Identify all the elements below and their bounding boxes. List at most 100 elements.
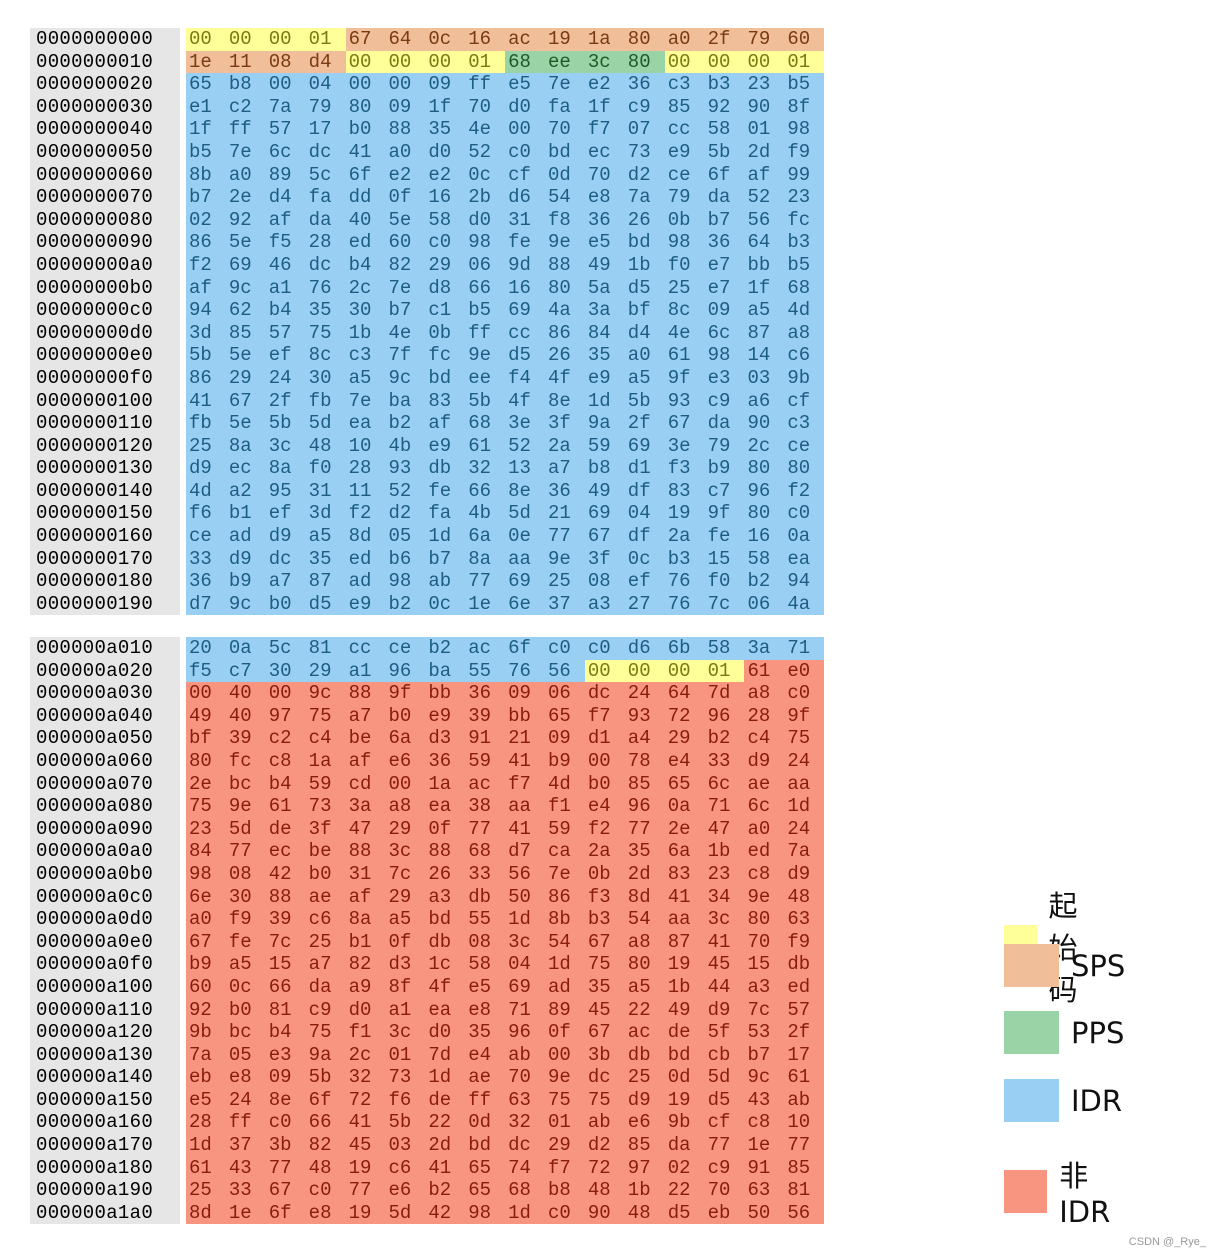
hex-byte-nidr: b4 <box>265 1021 306 1044</box>
hex-byte-nidr: 00 <box>545 1043 585 1067</box>
hex-byte-idr: a1 <box>265 276 306 300</box>
hex-byte-idr: 35 <box>584 344 625 367</box>
hex-byte-idr: 76 <box>505 659 546 683</box>
hex-byte-idr: fe <box>704 525 745 548</box>
hex-byte-idr: f2 <box>345 502 386 526</box>
hex-byte-sps: 16 <box>465 28 506 51</box>
hex-byte-idr: 80 <box>545 276 585 300</box>
hex-row: f2 69 46 dc b4 82 29 06 9d 88 49 1b f0 e7 bb b5 <box>186 253 825 277</box>
hex-byte-idr: d5 <box>505 344 546 367</box>
hex-byte-nidr: 80 <box>624 953 665 976</box>
row-offset: 000000a170 <box>36 1134 154 1157</box>
row-offset: 00000000d0 <box>36 321 154 344</box>
hex-byte-start: 00 <box>664 659 705 683</box>
row-offset: 000000a0d0 <box>36 908 154 931</box>
hex-byte-nidr: af <box>345 749 386 773</box>
hex-byte-nidr: c0 <box>784 682 825 705</box>
row-offset: 00000000c0 <box>36 299 154 322</box>
hex-byte-idr: 5b <box>704 140 745 164</box>
hex-byte-nidr: 6a <box>385 727 426 750</box>
hex-byte-nidr: 72 <box>664 704 705 728</box>
hex-byte-idr: 24 <box>265 366 306 390</box>
hex-byte-idr: bd <box>425 366 466 390</box>
hex-byte-idr: dd <box>345 186 386 209</box>
hex-byte-nidr: 75 <box>545 1088 585 1112</box>
hex-byte-nidr: 73 <box>385 1066 426 1089</box>
hex-byte-nidr: 60 <box>186 975 226 999</box>
hex-byte-nidr: 1d <box>505 908 546 931</box>
hex-byte-idr: e2 <box>385 163 426 187</box>
hex-byte-nidr: eb <box>704 1201 745 1225</box>
row-offset: 000000a110 <box>36 998 154 1021</box>
non-idr-swatch <box>1004 1169 1048 1213</box>
hex-byte-idr: 0a <box>784 525 825 548</box>
hex-byte-nidr: 54 <box>545 930 585 954</box>
hex-byte-nidr: 29 <box>664 727 705 750</box>
hex-byte-idr: db <box>425 457 466 480</box>
hex-byte-idr: 68 <box>465 412 506 435</box>
row-offset: 00000000a0 <box>36 253 154 276</box>
hex-byte-idr: ef <box>265 502 306 526</box>
hex-byte-nidr: 7d <box>425 1043 466 1067</box>
hex-byte-idr: 88 <box>385 118 426 141</box>
hex-byte-nidr: d5 <box>704 1088 745 1112</box>
hex-byte-nidr: 09 <box>545 727 585 750</box>
hex-byte-nidr: 7a <box>186 1043 226 1067</box>
hex-byte-idr: 25 <box>545 570 585 593</box>
hex-byte-nidr: 44 <box>704 975 745 999</box>
hex-byte-nidr: 10 <box>784 1111 825 1135</box>
row-offset: 000000a060 <box>36 749 154 772</box>
hex-byte-nidr: db <box>784 953 825 976</box>
hex-byte-nidr: 63 <box>505 1088 546 1112</box>
hex-byte-nidr: 38 <box>465 795 506 818</box>
hex-byte-nidr: d0 <box>345 998 386 1022</box>
hex-byte-idr: 5b <box>265 412 306 435</box>
hex-byte-idr: 87 <box>744 321 785 345</box>
hex-byte-nidr: 7c <box>385 862 426 886</box>
hex-byte-idr: 4e <box>385 321 426 345</box>
hex-byte-idr: 3f <box>584 547 625 571</box>
hex-byte-nidr: 55 <box>465 908 506 931</box>
row-offset: 000000a150 <box>36 1088 154 1111</box>
hex-byte-nidr: eb <box>186 1066 226 1089</box>
row-offset: 000000a090 <box>36 817 154 840</box>
hex-byte-idr: c2 <box>225 95 266 119</box>
hex-byte-start: 00 <box>624 659 665 683</box>
hex-byte-idr: ec <box>584 140 625 164</box>
hex-byte-nidr: 35 <box>465 1021 506 1044</box>
hex-byte-idr: fa <box>545 95 585 119</box>
hex-byte-idr: 5c <box>265 637 306 660</box>
hex-byte-nidr: d1 <box>584 727 625 750</box>
hex-row: e5 24 8e 6f 72 f6 de ff 63 75 75 d9 19 d5 43 ab <box>186 1088 825 1112</box>
hex-byte-idr: 4f <box>545 366 585 390</box>
hex-byte-idr: 29 <box>305 659 346 683</box>
hex-byte-nidr: ca <box>545 840 585 863</box>
hex-byte-sps: 79 <box>744 28 785 51</box>
hex-byte-nidr: 2a <box>584 840 625 863</box>
hex-byte-nidr: 56 <box>505 862 546 886</box>
hex-byte-pps: 68 <box>505 50 546 74</box>
hex-byte-nidr: 8a <box>345 908 386 931</box>
hex-byte-nidr: 40 <box>225 682 266 705</box>
hex-byte-idr: 7e <box>385 276 426 300</box>
hex-byte-idr: 52 <box>385 479 426 503</box>
hex-byte-nidr: 31 <box>345 862 386 886</box>
hex-byte-idr: 2e <box>225 186 266 209</box>
hex-byte-idr: 4e <box>465 118 506 141</box>
offset-column: 000000a010 000000a020 000000a030 000000a040… <box>30 637 180 1225</box>
hex-byte-nidr: 49 <box>186 704 226 728</box>
hex-byte-idr: 0c <box>425 592 466 616</box>
hex-byte-idr: da <box>704 186 745 209</box>
hex-byte-idr: 25 <box>664 276 705 300</box>
hex-byte-idr: 80 <box>345 95 386 119</box>
hex-byte-nidr: 6e <box>186 885 226 909</box>
hex-byte-nidr: 28 <box>186 1111 226 1135</box>
hex-byte-idr: 85 <box>664 95 705 119</box>
hex-byte-nidr: 3b <box>265 1134 306 1157</box>
row-offset: 00000000e0 <box>36 344 154 367</box>
hex-byte-idr: ad <box>345 570 386 593</box>
hex-byte-idr: c9 <box>704 389 745 413</box>
hex-byte-idr: e9 <box>425 434 466 458</box>
row-offset: 0000000170 <box>36 547 154 570</box>
hex-byte-idr: 83 <box>425 389 466 413</box>
